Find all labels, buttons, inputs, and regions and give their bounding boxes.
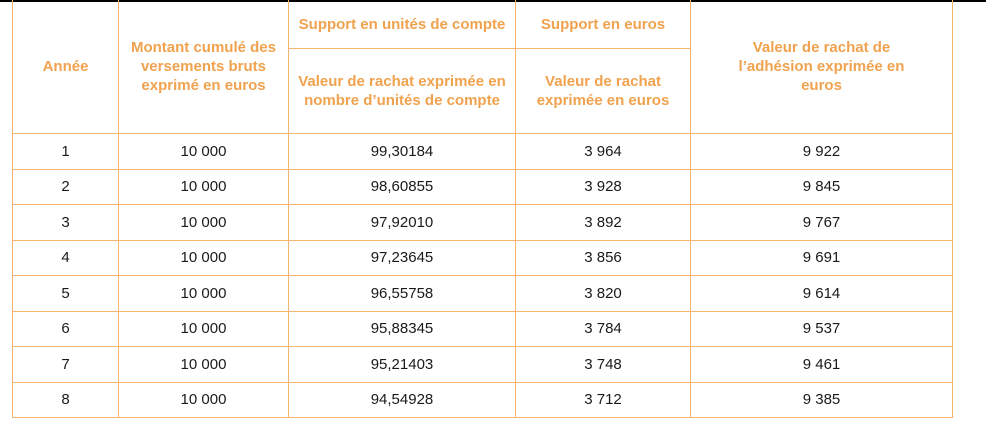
- cell-total: 9 385: [690, 381, 953, 418]
- header-euro-value: Valeur de rachat exprimée en euros: [515, 48, 691, 134]
- cell-cumulative: 10 000: [118, 239, 289, 276]
- cell-cumulative: 10 000: [118, 346, 289, 383]
- cell-euro: 3 748: [515, 346, 691, 383]
- cell-euro: 3 892: [515, 204, 691, 241]
- cell-total: 9 537: [690, 310, 953, 347]
- cell-uc: 95,21403: [288, 346, 516, 383]
- cell-total: 9 614: [690, 275, 953, 312]
- cell-year: 7: [12, 346, 119, 383]
- cell-uc: 95,88345: [288, 310, 516, 347]
- table-row: 8 10 000 94,54928 3 712 9 385: [12, 381, 953, 418]
- table-row: 3 10 000 97,92010 3 892 9 767: [12, 204, 953, 241]
- cell-year: 6: [12, 310, 119, 347]
- table-row: 6 10 000 95,88345 3 784 9 537: [12, 310, 953, 347]
- table-row: 2 10 000 98,60855 3 928 9 845: [12, 168, 953, 205]
- table-row: 4 10 000 97,23645 3 856 9 691: [12, 239, 953, 276]
- cell-year: 3: [12, 204, 119, 241]
- cell-cumulative: 10 000: [118, 204, 289, 241]
- table-row: 1 10 000 99,30184 3 964 9 922: [12, 133, 953, 170]
- table-row: 7 10 000 95,21403 3 748 9 461: [12, 346, 953, 383]
- cell-euro: 3 964: [515, 133, 691, 170]
- cell-cumulative: 10 000: [118, 133, 289, 170]
- header-euro-group: Support en euros: [515, 0, 691, 49]
- cell-euro: 3 820: [515, 275, 691, 312]
- cell-uc: 94,54928: [288, 381, 516, 418]
- table-row: 5 10 000 96,55758 3 820 9 614: [12, 275, 953, 312]
- cell-uc: 96,55758: [288, 275, 516, 312]
- cell-uc: 99,30184: [288, 133, 516, 170]
- cell-uc: 97,23645: [288, 239, 516, 276]
- header-year: Année: [12, 0, 119, 134]
- cell-cumulative: 10 000: [118, 381, 289, 418]
- cell-total: 9 767: [690, 204, 953, 241]
- header-cumulative: Montant cumulé des versements bruts expr…: [118, 0, 289, 134]
- cell-year: 5: [12, 275, 119, 312]
- header-total: Valeur de rachat de l’adhésion exprimée …: [690, 0, 953, 134]
- cell-total: 9 922: [690, 133, 953, 170]
- header-uc-value: Valeur de rachat exprimée en nombre d’un…: [288, 48, 516, 134]
- cell-cumulative: 10 000: [118, 168, 289, 205]
- cell-uc: 98,60855: [288, 168, 516, 205]
- surrender-value-table: Année Montant cumulé des versements brut…: [12, 0, 953, 418]
- cell-euro: 3 784: [515, 310, 691, 347]
- cell-total: 9 691: [690, 239, 953, 276]
- cell-year: 2: [12, 168, 119, 205]
- cell-year: 4: [12, 239, 119, 276]
- cell-euro: 3 712: [515, 381, 691, 418]
- cell-total: 9 845: [690, 168, 953, 205]
- header-uc-group: Support en unités de compte: [288, 0, 516, 49]
- cell-year: 1: [12, 133, 119, 170]
- cell-euro: 3 928: [515, 168, 691, 205]
- cell-cumulative: 10 000: [118, 310, 289, 347]
- cell-cumulative: 10 000: [118, 275, 289, 312]
- cell-euro: 3 856: [515, 239, 691, 276]
- cell-uc: 97,92010: [288, 204, 516, 241]
- cell-year: 8: [12, 381, 119, 418]
- cell-total: 9 461: [690, 346, 953, 383]
